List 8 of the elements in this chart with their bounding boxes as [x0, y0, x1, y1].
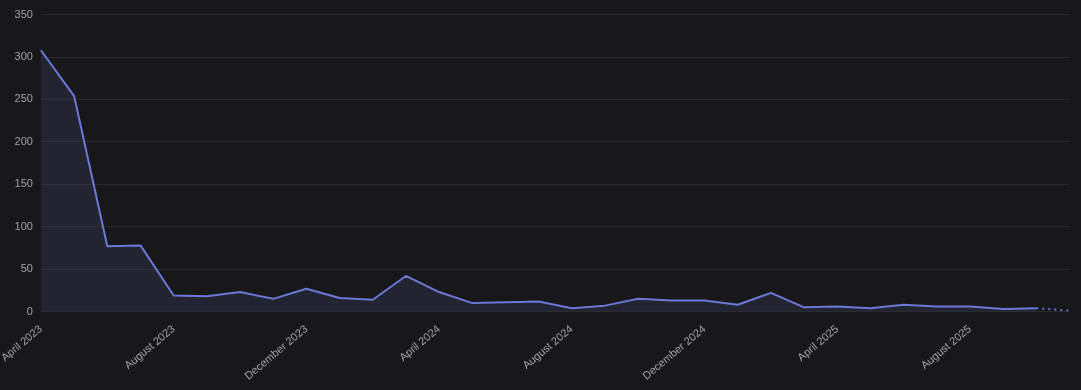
y-tick-label: 200	[14, 134, 33, 147]
y-tick-label: 300	[14, 50, 33, 63]
y-tick-label: 250	[14, 92, 33, 105]
y-tick-label: 0	[26, 304, 33, 317]
y-tick-label: 50	[20, 262, 33, 275]
y-tick-label: 100	[14, 219, 33, 232]
y-tick-label: 350	[14, 7, 33, 20]
y-tick-label: 150	[14, 177, 33, 190]
